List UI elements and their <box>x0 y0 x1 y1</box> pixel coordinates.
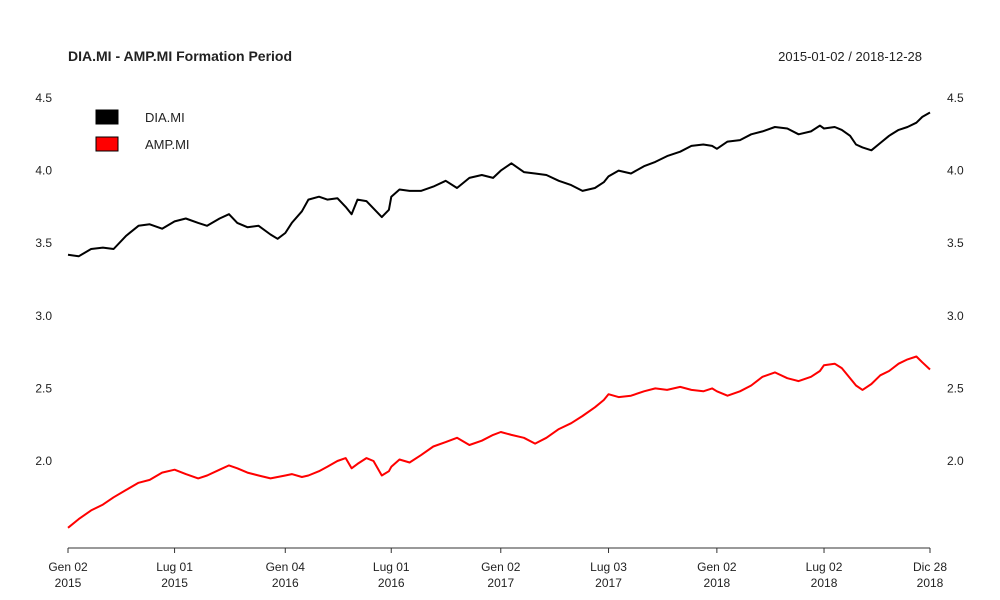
x-tick-label: Lug 01 <box>156 560 193 574</box>
series-layer <box>67 111 931 529</box>
y-tick-label-left: 2.5 <box>35 381 52 395</box>
x-tick-year: 2018 <box>917 576 944 590</box>
x-tick-year: 2017 <box>487 576 514 590</box>
legend-swatch-amp <box>95 136 119 152</box>
legend-swatch-dia <box>95 109 119 125</box>
x-tick-year: 2016 <box>272 576 299 590</box>
x-tick-label: Gen 02 <box>481 560 521 574</box>
legend: DIA.MI AMP.MI <box>95 109 190 152</box>
y-tick-label-left: 3.5 <box>35 236 52 250</box>
legend-label-amp: AMP.MI <box>145 137 190 152</box>
x-tick-year: 2015 <box>55 576 82 590</box>
x-tick-year: 2017 <box>595 576 622 590</box>
y-axis-right: 2.0 2.5 3.0 3.5 4.0 4.5 <box>947 91 964 468</box>
y-tick-label-right: 3.0 <box>947 309 964 323</box>
x-tick-year: 2015 <box>161 576 188 590</box>
x-tick-label: Lug 03 <box>590 560 627 574</box>
y-tick-label-left: 2.0 <box>35 454 52 468</box>
chart-date-range: 2015-01-02 / 2018-12-28 <box>778 49 922 64</box>
y-tick-label-left: 4.5 <box>35 91 52 105</box>
legend-label-dia: DIA.MI <box>145 110 185 125</box>
x-tick-label: Dic 28 <box>913 560 947 574</box>
x-tick-label: Gen 02 <box>48 560 88 574</box>
x-tick-year: 2018 <box>704 576 731 590</box>
x-tick-label: Gen 04 <box>266 560 306 574</box>
y-tick-label-left: 4.0 <box>35 164 52 178</box>
x-tick-year: 2018 <box>811 576 838 590</box>
y-tick-label-right: 4.0 <box>947 164 964 178</box>
y-tick-label-right: 2.0 <box>947 454 964 468</box>
x-tick-label: Gen 02 <box>697 560 737 574</box>
series-line-dia-mi <box>67 111 931 258</box>
x-axis: Gen 02 2015 Lug 01 2015 Gen 04 2016 Lug 01 2016… <box>48 547 947 590</box>
y-tick-label-right: 4.5 <box>947 91 964 105</box>
chart-title: DIA.MI - AMP.MI Formation Period <box>68 48 292 64</box>
x-tick-label: Lug 01 <box>373 560 410 574</box>
y-axis-left: 2.0 2.5 3.0 3.5 4.0 4.5 <box>35 91 52 468</box>
x-tick-label: Lug 02 <box>806 560 843 574</box>
y-tick-label-right: 3.5 <box>947 236 964 250</box>
y-tick-label-right: 2.5 <box>947 381 964 395</box>
x-tick-year: 2016 <box>378 576 405 590</box>
series-line-amp-mi <box>67 355 931 529</box>
y-tick-label-left: 3.0 <box>35 309 52 323</box>
